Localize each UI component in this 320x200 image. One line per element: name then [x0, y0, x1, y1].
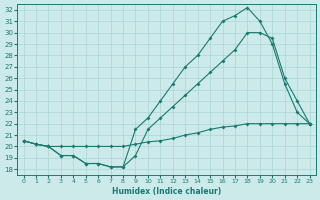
X-axis label: Humidex (Indice chaleur): Humidex (Indice chaleur) [112, 187, 221, 196]
